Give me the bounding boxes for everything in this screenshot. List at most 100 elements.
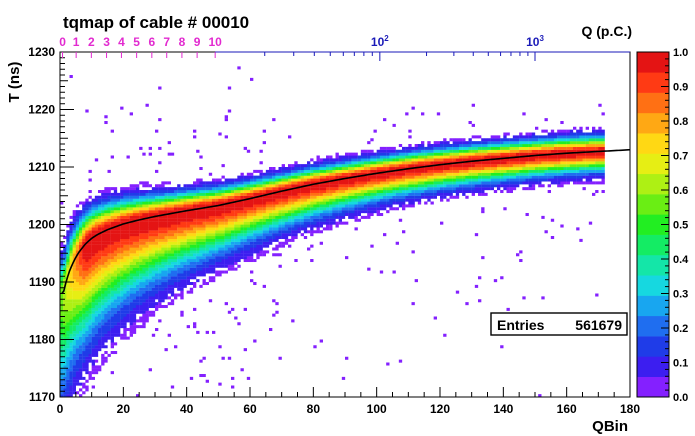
heat-cell bbox=[101, 276, 105, 280]
heat-cell bbox=[164, 236, 168, 240]
heat-cell bbox=[75, 256, 80, 260]
heat-cell bbox=[408, 135, 412, 139]
heat-cell bbox=[345, 155, 349, 159]
heat-cell bbox=[427, 190, 431, 194]
heat-cell bbox=[69, 259, 73, 263]
heat-cell bbox=[462, 178, 466, 182]
heat-cell bbox=[500, 172, 504, 176]
heat-cell bbox=[405, 155, 409, 159]
heat-cell bbox=[294, 215, 298, 219]
heat-cell bbox=[459, 172, 463, 176]
heat-cell bbox=[132, 328, 137, 332]
heat-cell bbox=[88, 371, 92, 375]
heat-cell bbox=[471, 167, 475, 171]
heat-cell bbox=[215, 270, 219, 274]
heat-cell bbox=[278, 172, 282, 176]
heat-cell bbox=[246, 227, 251, 231]
heat-cell bbox=[107, 316, 111, 320]
heat-cell bbox=[411, 149, 415, 153]
heat-cell bbox=[474, 161, 479, 165]
heat-cell bbox=[522, 161, 526, 165]
heat-cell bbox=[272, 230, 276, 234]
heat-cell bbox=[66, 371, 70, 375]
heat-cell bbox=[113, 250, 118, 254]
heat-cell bbox=[440, 144, 444, 148]
heat-cell bbox=[275, 169, 279, 173]
heat-cell bbox=[338, 167, 342, 171]
heat-cell bbox=[481, 141, 485, 145]
heat-cell bbox=[262, 184, 266, 188]
heat-cell bbox=[500, 144, 504, 148]
heat-cell bbox=[107, 267, 111, 271]
heat-cell bbox=[158, 290, 162, 294]
heat-cell bbox=[155, 296, 159, 300]
heat-cell bbox=[351, 167, 355, 171]
heat-cell bbox=[167, 227, 171, 231]
heat-cell bbox=[332, 169, 336, 173]
heat-cell bbox=[117, 247, 121, 251]
heat-cell bbox=[240, 210, 244, 214]
heat-cell bbox=[484, 152, 488, 156]
heat-cell bbox=[278, 224, 282, 228]
heat-cell bbox=[212, 241, 216, 245]
heat-cell bbox=[183, 207, 187, 211]
heat-cell bbox=[348, 161, 352, 165]
heat-cell bbox=[123, 244, 127, 248]
heat-cell bbox=[265, 178, 270, 182]
heat-cell bbox=[110, 198, 114, 202]
heat-cell bbox=[300, 192, 304, 196]
heat-cell bbox=[199, 155, 203, 159]
heat-cell bbox=[246, 253, 251, 257]
heat-cell bbox=[354, 164, 358, 168]
heat-cell bbox=[322, 158, 327, 162]
heat-cell bbox=[348, 204, 352, 208]
heat-cell bbox=[234, 198, 238, 202]
heat-cell bbox=[208, 218, 213, 222]
heat-cell bbox=[107, 210, 111, 214]
heat-cell bbox=[341, 221, 346, 225]
heat-cell bbox=[468, 146, 472, 150]
heat-cell bbox=[386, 195, 390, 199]
heat-cell bbox=[199, 247, 203, 251]
heat-cell bbox=[66, 259, 70, 263]
heat-cell bbox=[113, 201, 118, 205]
heat-cell bbox=[101, 267, 105, 271]
heat-cell bbox=[284, 227, 289, 231]
heat-cell bbox=[91, 218, 95, 222]
heat-cell bbox=[541, 184, 545, 188]
heat-cell bbox=[180, 221, 184, 225]
heat-cell bbox=[253, 192, 257, 196]
heat-cell bbox=[357, 198, 361, 202]
heat-cell bbox=[364, 158, 368, 162]
heat-cell bbox=[278, 233, 282, 237]
heat-cell bbox=[85, 109, 89, 113]
heat-cell bbox=[82, 382, 86, 386]
heat-cell bbox=[85, 230, 89, 234]
heat-cell bbox=[338, 169, 342, 173]
heat-cell bbox=[351, 169, 355, 173]
heat-cell bbox=[82, 273, 86, 277]
heat-cell bbox=[69, 348, 73, 352]
heat-cell bbox=[443, 141, 447, 145]
heat-cell bbox=[110, 264, 114, 268]
heat-cell bbox=[113, 247, 118, 251]
heat-cell bbox=[202, 227, 206, 231]
heat-cell bbox=[405, 192, 409, 196]
heat-cell bbox=[196, 236, 200, 240]
heat-cell bbox=[395, 178, 399, 182]
heat-cell bbox=[259, 181, 263, 185]
heat-cell bbox=[338, 158, 342, 162]
heat-cell bbox=[231, 256, 235, 260]
heat-cell bbox=[471, 190, 475, 194]
heat-cell bbox=[63, 348, 67, 352]
heat-cell bbox=[104, 322, 108, 326]
heat-cell bbox=[129, 207, 133, 211]
heat-cell bbox=[98, 233, 102, 237]
heat-cell bbox=[63, 244, 67, 248]
heat-cell bbox=[161, 305, 165, 309]
heat-cell bbox=[110, 224, 114, 228]
heat-cell bbox=[227, 241, 232, 245]
heat-cell bbox=[117, 198, 121, 202]
heat-cell bbox=[177, 244, 181, 248]
heat-cell bbox=[253, 221, 257, 225]
